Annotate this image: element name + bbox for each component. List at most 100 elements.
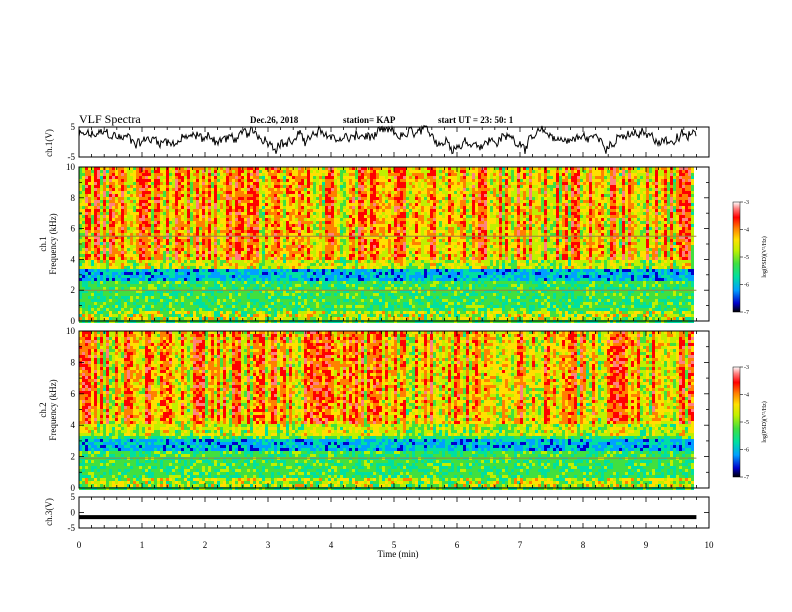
spectrogram-cell bbox=[334, 230, 337, 233]
spectrogram-cell bbox=[163, 191, 166, 194]
spectrogram-cell bbox=[301, 218, 304, 221]
spectrogram-cell bbox=[250, 269, 253, 272]
spectrogram-cell bbox=[82, 236, 85, 239]
spectrogram-cell bbox=[232, 287, 235, 290]
spectrogram-cell bbox=[238, 239, 241, 242]
spectrogram-cell bbox=[307, 173, 310, 176]
spectrogram-cell bbox=[112, 308, 115, 311]
spectrogram-cell bbox=[184, 278, 187, 281]
spectrogram-cell bbox=[304, 215, 307, 218]
spectrogram-cell bbox=[262, 200, 265, 203]
spectrogram-cell bbox=[358, 287, 361, 290]
spectrogram-cell bbox=[199, 281, 202, 284]
spectrogram-cell bbox=[235, 260, 238, 263]
spectrogram-cell bbox=[121, 311, 124, 314]
spectrogram-cell bbox=[268, 167, 271, 170]
spectrogram-cell bbox=[334, 290, 337, 293]
spectrogram-cell bbox=[214, 281, 217, 284]
spectrogram-cell bbox=[169, 179, 172, 182]
spectrogram-cell bbox=[322, 278, 325, 281]
spectrogram-cell bbox=[337, 188, 340, 191]
spectrogram-cell bbox=[220, 284, 223, 287]
spectrogram-cell bbox=[178, 302, 181, 305]
spectrogram-cell bbox=[151, 296, 154, 299]
spectrogram-cell bbox=[274, 239, 277, 242]
spectrogram-cell bbox=[181, 185, 184, 188]
spectrogram-cell bbox=[121, 212, 124, 215]
spectrogram-cell bbox=[334, 209, 337, 212]
spectrogram-cell bbox=[340, 233, 343, 236]
spectrogram-cell bbox=[160, 215, 163, 218]
spectrogram-cell bbox=[301, 200, 304, 203]
spectrogram-cell bbox=[322, 185, 325, 188]
spectrogram-cell bbox=[103, 179, 106, 182]
spectrogram-cell bbox=[310, 191, 313, 194]
spectrogram-cell bbox=[97, 239, 100, 242]
spectrogram-cell bbox=[355, 200, 358, 203]
spectrogram-cell bbox=[262, 254, 265, 257]
spectrogram-cell bbox=[118, 221, 121, 224]
spectrogram-cell bbox=[100, 173, 103, 176]
spectrogram-cell bbox=[226, 293, 229, 296]
spectrogram-cell bbox=[325, 284, 328, 287]
spectrogram-cell bbox=[343, 182, 346, 185]
spectrogram-cell bbox=[334, 248, 337, 251]
spectrogram-cell bbox=[358, 197, 361, 200]
spectrogram-cell bbox=[196, 194, 199, 197]
spectrogram-cell bbox=[313, 305, 316, 308]
spectrogram-cell bbox=[217, 311, 220, 314]
spectrogram-cell bbox=[241, 305, 244, 308]
spectrogram-cell bbox=[109, 170, 112, 173]
spectrogram-cell bbox=[79, 218, 82, 221]
spectrogram-cell bbox=[247, 230, 250, 233]
spectrogram-cell bbox=[310, 293, 313, 296]
spectrogram-cell bbox=[358, 209, 361, 212]
spectrogram-cell bbox=[325, 197, 328, 200]
spectrogram-cell bbox=[346, 269, 349, 272]
spectrogram-cell bbox=[193, 281, 196, 284]
spectrogram-cell bbox=[229, 284, 232, 287]
spectrogram-cell bbox=[118, 284, 121, 287]
spectrogram-cell bbox=[133, 242, 136, 245]
spectrogram-cell bbox=[193, 215, 196, 218]
spectrogram-cell bbox=[277, 194, 280, 197]
spectrogram-cell bbox=[172, 191, 175, 194]
spectrogram-cell bbox=[310, 308, 313, 311]
spectrogram-cell bbox=[310, 302, 313, 305]
spectrogram-cell bbox=[319, 296, 322, 299]
spectrogram-cell bbox=[169, 188, 172, 191]
spectrogram-cell bbox=[94, 227, 97, 230]
spectrogram-cell bbox=[127, 167, 130, 170]
spectrogram-cell bbox=[256, 206, 259, 209]
spectrogram-cell bbox=[88, 206, 91, 209]
spectrogram-cell bbox=[322, 221, 325, 224]
spectrogram-cell bbox=[337, 290, 340, 293]
spectrogram-cell bbox=[91, 296, 94, 299]
spectrogram-cell bbox=[169, 284, 172, 287]
spectrogram-cell bbox=[157, 272, 160, 275]
spectrogram-cell bbox=[289, 194, 292, 197]
spectrogram-cell bbox=[304, 296, 307, 299]
spectrogram-cell bbox=[151, 254, 154, 257]
spectrogram-cell bbox=[106, 200, 109, 203]
spectrogram-cell bbox=[175, 284, 178, 287]
spectrogram-cell bbox=[241, 209, 244, 212]
spectrogram-cell bbox=[289, 227, 292, 230]
spectrogram-cell bbox=[310, 314, 313, 317]
spectrogram-cell bbox=[151, 278, 154, 281]
spectrogram-cell bbox=[268, 191, 271, 194]
spectrogram-cell bbox=[217, 251, 220, 254]
spectrogram-cell bbox=[220, 308, 223, 311]
spectrogram-cell bbox=[217, 194, 220, 197]
spectrogram-cell bbox=[130, 275, 133, 278]
spectrogram-cell bbox=[331, 212, 334, 215]
spectrogram-cell bbox=[226, 197, 229, 200]
spectrogram-cell bbox=[226, 200, 229, 203]
spectrogram-cell bbox=[124, 215, 127, 218]
spectrogram-cell bbox=[289, 275, 292, 278]
spectrogram-cell bbox=[298, 209, 301, 212]
spectrogram-cell bbox=[82, 188, 85, 191]
spectrogram-cell bbox=[358, 221, 361, 224]
spectrogram-cell bbox=[235, 200, 238, 203]
spectrogram-cell bbox=[346, 230, 349, 233]
